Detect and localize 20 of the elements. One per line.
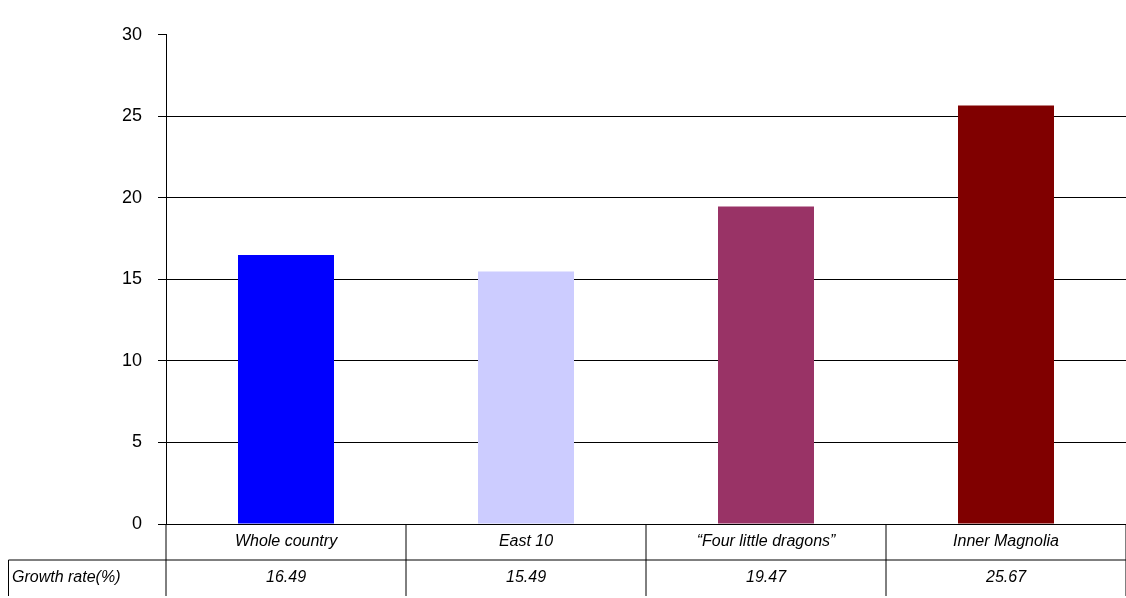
bar [958,105,1054,524]
y-tick-label: 0 [131,512,142,533]
y-tick-label: 20 [121,186,142,207]
y-tick-label: 30 [121,23,142,44]
y-tick-label: 5 [131,431,142,452]
bar [238,255,334,524]
bar [718,206,814,524]
data-label: 25.67 [984,568,1028,586]
x-tick-label: “Four little dragons” [696,532,837,550]
y-tick-label: 10 [121,349,142,370]
x-tick-label: Inner Magnolia [953,532,1060,550]
x-tick-label: East 10 [498,532,554,550]
y-tick-label: 15 [121,268,142,289]
y-tick-label: 25 [121,105,142,126]
data-label: 19.47 [745,568,788,586]
data-label: 16.49 [265,568,307,586]
data-label: 15.49 [505,568,547,586]
x-tick-label: Whole country [234,532,339,550]
bar [478,271,574,524]
text: Growth rate(%) [12,568,121,586]
